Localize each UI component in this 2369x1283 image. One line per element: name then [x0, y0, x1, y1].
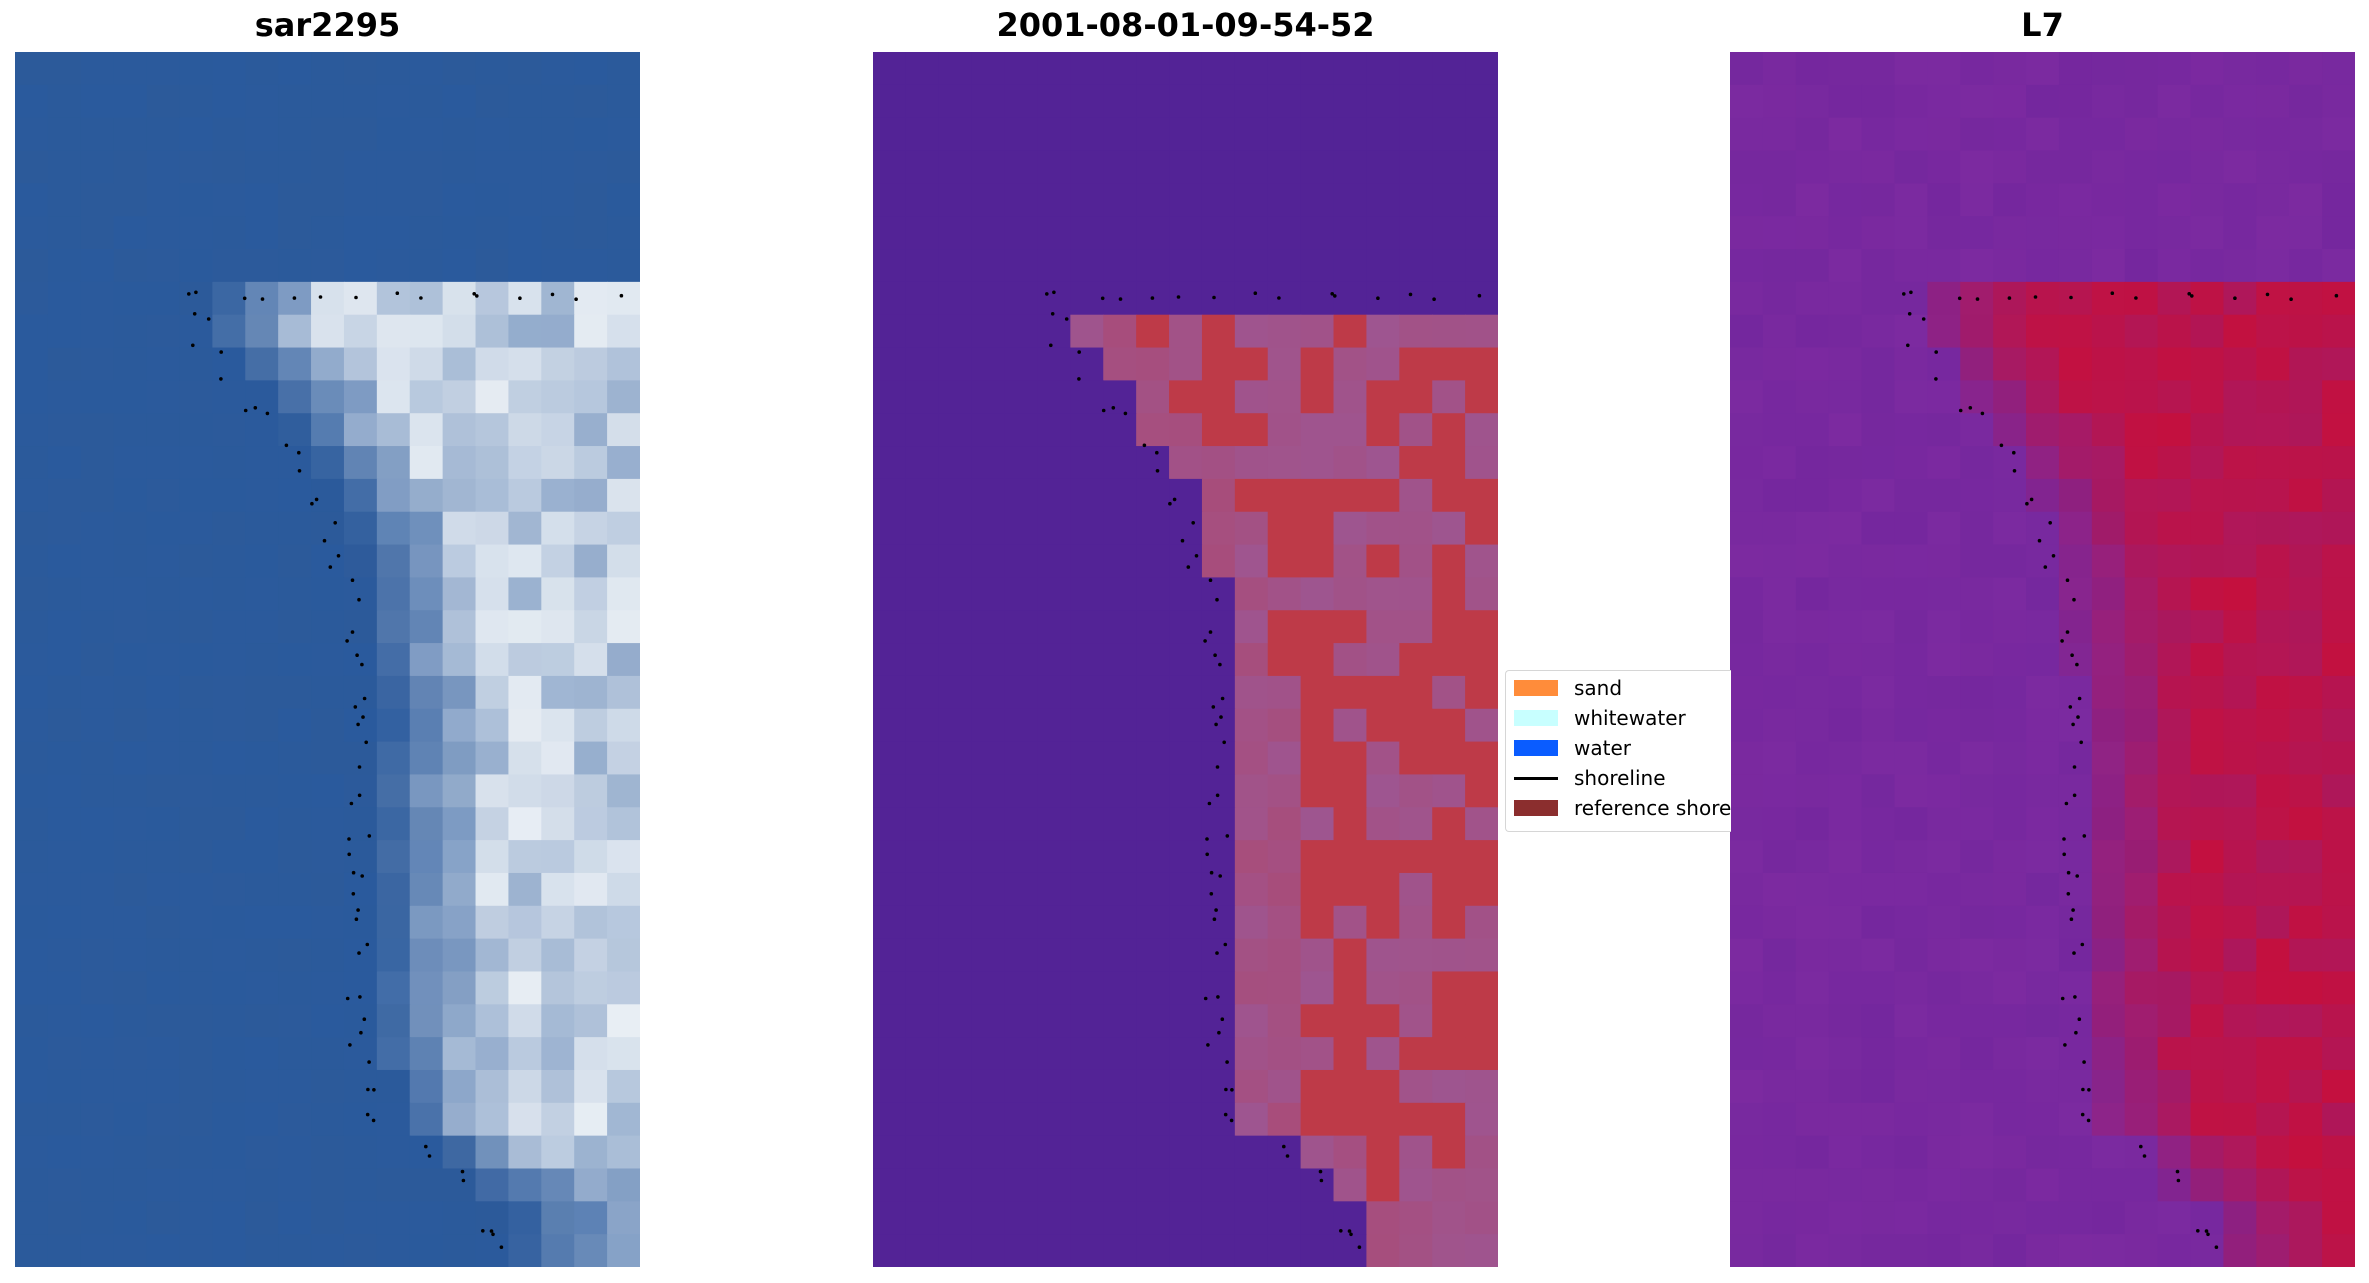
legend-label: water: [1574, 736, 1631, 760]
legend-item-reference-shoreline: reference shoreline: [1514, 795, 1731, 821]
classification-image-panel: [873, 52, 1498, 1267]
shoreline-line-swatch: [1514, 776, 1558, 780]
legend-item-sand: sand: [1514, 675, 1622, 701]
whitewater-swatch: [1514, 710, 1558, 726]
index-image: [1730, 52, 2355, 1267]
water-swatch: [1514, 740, 1558, 756]
legend-label: shoreline: [1574, 766, 1666, 790]
legend: sand whitewater water shoreline referenc…: [1505, 670, 1731, 832]
legend-label: reference shoreline: [1574, 796, 1731, 820]
index-image-panel: [1730, 52, 2355, 1267]
panel-title-rgb: sar2295: [254, 6, 401, 44]
legend-item-whitewater: whitewater: [1514, 705, 1686, 731]
legend-label: whitewater: [1574, 706, 1686, 730]
legend-item-shoreline: shoreline: [1514, 765, 1666, 791]
panel-title-classification: 2001-08-01-09-54-52: [996, 6, 1375, 44]
classification-image: [873, 52, 1498, 1267]
legend-item-water: water: [1514, 735, 1631, 761]
reference-shoreline-swatch: [1514, 800, 1558, 816]
rgb-image-panel: [15, 52, 640, 1267]
rgb-image: [15, 52, 640, 1267]
legend-label: sand: [1574, 676, 1623, 700]
panel-title-index: L7: [2021, 6, 2064, 44]
sand-swatch: [1514, 680, 1558, 696]
